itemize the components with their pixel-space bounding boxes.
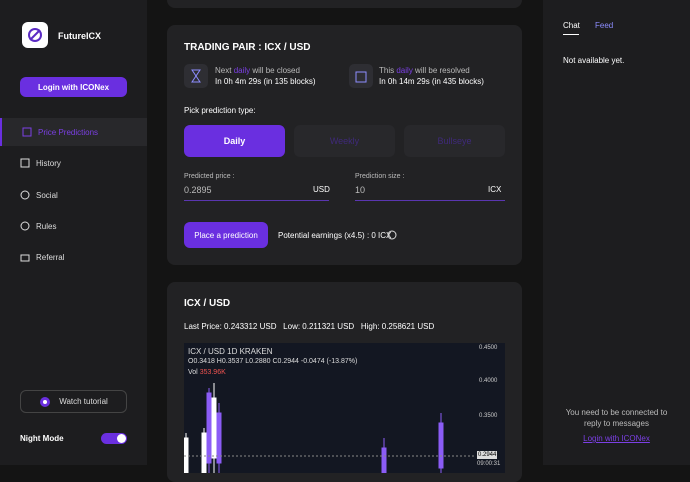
card-title: TRADING PAIR : ICX / USD — [184, 42, 311, 53]
login-link[interactable]: Login with ICONex — [583, 434, 650, 443]
icon — [349, 64, 373, 88]
trading-card: TRADING PAIR : ICX / USD Next daily will… — [167, 25, 522, 265]
chart-card: ICX / USD Last Price: 0.243312 USD Low: … — [167, 282, 522, 482]
nav-label: Rules — [36, 221, 57, 231]
nav-label: Social — [36, 190, 58, 200]
nav-label: Referral — [36, 252, 65, 262]
tab-underline — [563, 34, 579, 35]
next-status: Next daily will be closed — [215, 66, 300, 75]
nav-label: Price Predictions — [38, 127, 99, 137]
tab[interactable]: Feed — [595, 21, 614, 30]
sidebar: FutureICX Login with ICONex Price Predic… — [0, 0, 147, 465]
price-label: 0.4000 — [479, 378, 498, 384]
nav-item[interactable]: History — [0, 149, 147, 177]
nav-item[interactable]: Referral — [0, 243, 147, 271]
nav-label: History — [36, 158, 61, 168]
next-detail: In 0h 4m 29s (in 135 blocks) — [215, 77, 316, 86]
right-panel: Chat Feed Not available yet. You need to… — [543, 0, 690, 465]
embed-symbol: ICX / USD 1D KRAKEN — [188, 347, 273, 356]
tab[interactable]: Chat — [563, 21, 580, 30]
card — [167, 0, 522, 8]
nav-item[interactable]: Rules — [0, 212, 147, 240]
stat: High: 0.258621 USD — [360, 322, 435, 331]
connect-text: reply to messages — [584, 419, 649, 428]
underline — [184, 200, 329, 201]
place-button[interactable]: Place a prediction — [184, 222, 268, 248]
icon — [184, 64, 208, 88]
field-label: Predicted price : — [184, 173, 235, 180]
price-label: 0.3500 — [479, 413, 498, 419]
login-button[interactable]: Login with ICONex — [20, 77, 127, 97]
type-button[interactable]: Bullseye — [404, 125, 505, 157]
card-title: ICX / USD — [184, 298, 231, 309]
type-button[interactable]: Weekly — [294, 125, 395, 157]
price-label: 0.2944 — [477, 451, 498, 459]
watch-tutorial[interactable]: Watch tutorial — [20, 390, 127, 413]
type-button[interactable]: Daily — [184, 125, 285, 157]
logo — [22, 22, 48, 48]
time-label: 09:00:31 — [477, 461, 501, 467]
stat: Low: 0.211321 USD — [283, 322, 355, 331]
embed-ohlc: O0.3418 H0.3537 L0.2880 C0.2944 -0.0474 … — [188, 358, 358, 365]
empty-text: Not available yet. — [563, 56, 625, 65]
field-label: Prediction size : — [355, 173, 405, 180]
brand: FutureICX — [58, 31, 102, 41]
text: will be resolved — [415, 66, 470, 75]
pick-label: Pick prediction type: — [184, 106, 256, 115]
stats: Last Price: 0.243312 USD Low: 0.211321 U… — [184, 322, 434, 331]
text: This — [379, 66, 395, 75]
nav-item[interactable]: Price Predictions — [0, 118, 147, 146]
watch-label: Watch tutorial — [59, 397, 108, 406]
nav-item[interactable]: Social — [0, 181, 147, 209]
current-status: This daily will be resolved — [379, 66, 470, 75]
help-icon[interactable] — [387, 230, 397, 240]
highlight: daily — [396, 66, 413, 75]
connect-text: You need to be connected to — [565, 408, 668, 417]
price-label: 0.4500 — [479, 345, 498, 351]
earnings: Potential earnings (x4.5) : 0 ICX — [278, 231, 392, 240]
candles — [184, 383, 474, 473]
text: will be closed — [252, 66, 300, 75]
current-detail: In 0h 14m 29s (in 435 blocks) — [379, 77, 484, 86]
text: Next — [215, 66, 232, 75]
chart-embed: ICX / USD 1D KRAKEN O0.3418 H0.3537 L0.2… — [184, 343, 505, 473]
field-value[interactable]: 10 — [355, 185, 366, 195]
field-value[interactable]: 0.2895 — [184, 185, 212, 195]
highlight: daily — [233, 66, 251, 75]
stat: Last Price: 0.243312 USD — [184, 322, 277, 331]
night-toggle[interactable] — [101, 433, 127, 444]
underline — [355, 200, 505, 201]
vol-label: Vol — [188, 369, 198, 376]
field-unit: ICX — [488, 185, 502, 194]
night-mode-label: Night Mode — [20, 434, 64, 443]
vol-value: 353.96K — [199, 369, 226, 376]
embed-vol: Vol 353.96K — [188, 369, 226, 376]
field-unit: USD — [313, 185, 330, 194]
